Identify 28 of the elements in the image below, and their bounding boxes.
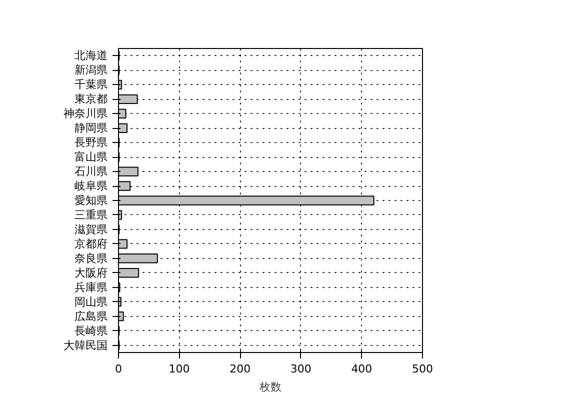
y-tick-label: 滋賀県 — [74, 222, 108, 236]
y-tick-label: 広島県 — [74, 310, 108, 323]
y-tick-label: 神奈川県 — [64, 107, 108, 120]
x-tick-label: 100 — [168, 362, 190, 376]
x-tick-label: 300 — [290, 362, 312, 376]
y-tick-label: 大阪府 — [74, 266, 108, 280]
y-tick-label: 静岡県 — [74, 122, 108, 135]
y-tick-label: 長崎県 — [74, 324, 108, 338]
x-tick-label: 500 — [412, 362, 433, 376]
x-tick-label: 0 — [115, 362, 122, 376]
y-tick-label: 岡山県 — [74, 295, 108, 308]
y-tick-label: 長野県 — [74, 136, 108, 150]
y-tick-label: 兵庫県 — [74, 280, 108, 294]
y-tick-label: 岐阜県 — [74, 180, 108, 193]
y-tick-label: 愛知県 — [74, 194, 108, 207]
x-tick-label: 200 — [230, 362, 251, 376]
y-tick-label: 富山県 — [74, 150, 108, 164]
y-tick-label: 千葉県 — [74, 78, 108, 92]
y-tick-label: 北海道 — [74, 49, 108, 62]
x-tick-label: 400 — [351, 362, 372, 376]
y-tick-label: 大韓民国 — [64, 338, 108, 352]
y-tick-label: 石川県 — [74, 165, 108, 178]
x-axis-title: 枚数 — [258, 380, 282, 394]
y-tick-label: 京都府 — [74, 237, 108, 250]
y-tick-label: 新潟県 — [74, 64, 108, 77]
y-tick-label: 東京都 — [74, 92, 108, 106]
y-tick-label: 三重県 — [74, 208, 108, 222]
y-tick-label: 奈良県 — [74, 252, 108, 265]
